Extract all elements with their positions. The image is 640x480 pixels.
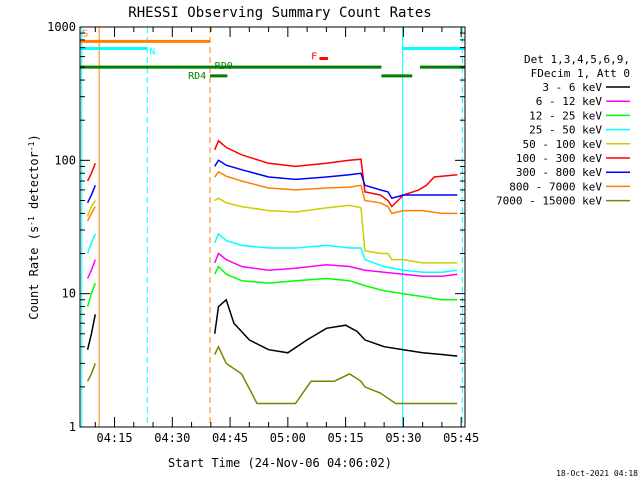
legend-entry-label: 100 - 300 keV bbox=[516, 152, 602, 165]
series-line bbox=[86, 170, 458, 222]
series-line bbox=[86, 298, 458, 357]
chart-title: RHESSI Observing Summary Count Rates bbox=[128, 5, 431, 21]
x-tick-label: 04:15 bbox=[96, 431, 132, 445]
state-bar-label: F bbox=[311, 52, 317, 63]
series-line bbox=[86, 197, 458, 264]
y-axis-label-exponent: -1 bbox=[27, 216, 36, 226]
state-bar-label: S bbox=[82, 28, 88, 39]
legend-entry-label: 50 - 100 keV bbox=[523, 138, 603, 151]
legend-entry-label: 12 - 25 keV bbox=[529, 109, 602, 122]
legend-entry-label: 800 - 7000 keV bbox=[509, 180, 602, 193]
plot-frame bbox=[79, 26, 466, 428]
y-axis-label-part: ) bbox=[27, 134, 41, 141]
legend-entry-label: 300 - 800 keV bbox=[516, 166, 602, 179]
legend-header-line: FDecim 1, Att 0 bbox=[531, 67, 630, 80]
axes: 1 10 100 1000 04:15 04:30 04:45 05:00 05:15 05:30… bbox=[47, 20, 479, 445]
y-axis-label: Count Rate (s-1 detector-1) bbox=[27, 134, 42, 319]
legend-header-line: Det 1,3,4,5,6,9, bbox=[524, 53, 630, 66]
series-line bbox=[86, 232, 458, 273]
y-tick-label: 1000 bbox=[47, 20, 76, 34]
series-line bbox=[86, 139, 458, 208]
x-tick-label: 05:30 bbox=[385, 431, 421, 445]
legend-entry-label: 25 - 50 keV bbox=[529, 124, 602, 137]
series-line bbox=[86, 265, 458, 307]
plot-area: S N RD0 RD4 F bbox=[80, 27, 465, 427]
x-tick-label: 05:00 bbox=[270, 431, 306, 445]
series-line bbox=[86, 159, 458, 204]
y-tick-label: 10 bbox=[62, 287, 76, 301]
legend-entry-label: 3 - 6 keV bbox=[542, 81, 602, 94]
state-bar-label: RD0 bbox=[215, 61, 233, 72]
x-tick-label: 05:45 bbox=[443, 431, 479, 445]
series-line bbox=[86, 344, 458, 405]
state-bar-label: RD4 bbox=[188, 71, 206, 82]
state-bar-label: N bbox=[149, 46, 155, 57]
legend: Det 1,3,4,5,6,9, FDecim 1, Att 0 3 - 6 k… bbox=[496, 53, 630, 208]
footer-timestamp: 18-Oct-2021 04:18 bbox=[556, 469, 638, 478]
y-axis-label-part: detector bbox=[27, 151, 41, 216]
x-axis-label: Start Time (24-Nov-06 04:06:02) bbox=[168, 456, 392, 470]
y-tick-label: 1 bbox=[69, 420, 76, 434]
legend-entry-label: 6 - 12 keV bbox=[536, 95, 603, 108]
x-tick-label: 05:15 bbox=[328, 431, 364, 445]
y-axis-label-exponent: -1 bbox=[27, 141, 36, 151]
legend-entry-label: 7000 - 15000 keV bbox=[496, 195, 602, 208]
y-tick-label: 100 bbox=[54, 153, 76, 167]
x-tick-label: 04:30 bbox=[154, 431, 190, 445]
y-axis-label-part: Count Rate (s bbox=[27, 226, 41, 320]
series-line bbox=[86, 252, 458, 279]
x-tick-label: 04:45 bbox=[212, 431, 248, 445]
